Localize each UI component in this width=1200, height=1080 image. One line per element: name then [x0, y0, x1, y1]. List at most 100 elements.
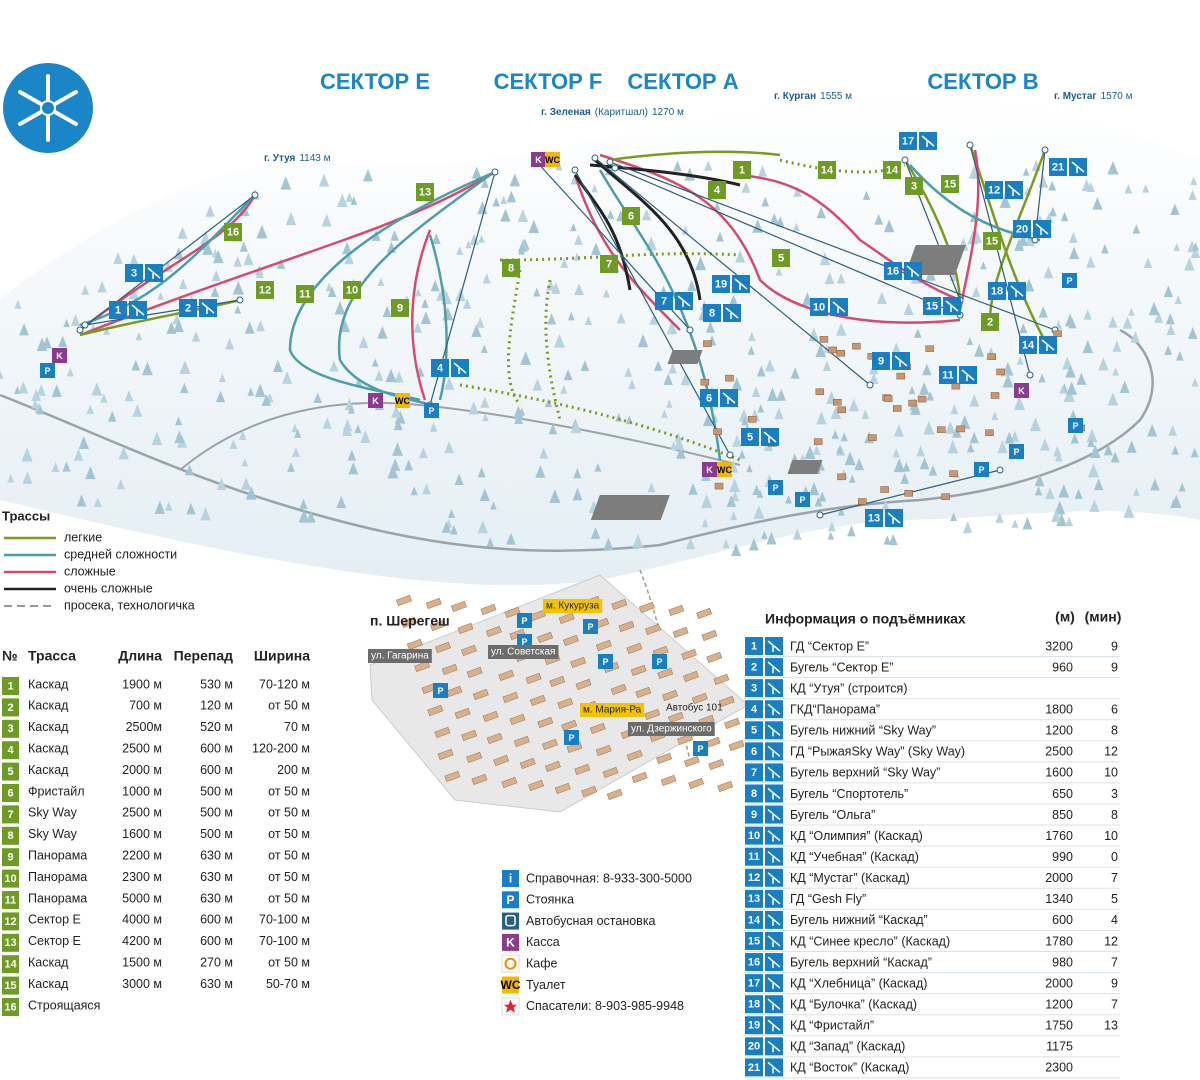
tree [1060, 211, 1069, 222]
lift-name: Бугель “Спортотель” [790, 787, 908, 801]
tree [560, 384, 568, 394]
trail [988, 149, 1047, 321]
tree [298, 509, 310, 523]
table-cell: 630 м [200, 870, 233, 884]
number-box [865, 509, 883, 527]
service-icon [702, 462, 717, 477]
number-label: 2 [185, 302, 191, 314]
tree [926, 391, 934, 401]
tree [1150, 478, 1160, 491]
lift-time: 9 [1111, 660, 1118, 674]
number-box [981, 313, 999, 331]
tree [241, 477, 252, 490]
table-cell: 70 м [284, 720, 310, 734]
number-box [431, 359, 449, 377]
table-cell: 2500м [126, 720, 162, 734]
tree [1168, 425, 1177, 436]
tree [1019, 323, 1028, 334]
tree [178, 278, 188, 290]
number-label: 13 [868, 512, 880, 524]
number-box [109, 301, 127, 319]
lift-station [606, 158, 614, 166]
tree [893, 424, 904, 437]
tree [616, 312, 626, 324]
house [718, 695, 735, 707]
tree [892, 448, 900, 458]
lift-glyph [1041, 339, 1055, 351]
lift-glyph [921, 135, 935, 147]
table-cell: 530 м [200, 677, 233, 691]
house [696, 607, 713, 619]
tree [1132, 224, 1141, 234]
tree [1191, 377, 1199, 387]
lift-length: 1750 [1045, 1019, 1073, 1033]
service-icon [768, 480, 783, 495]
tree [63, 318, 70, 328]
tree [731, 377, 743, 391]
table-cell: 70-100 м [259, 934, 310, 948]
tree [210, 286, 220, 297]
service-icon [368, 393, 383, 408]
tree [285, 211, 297, 226]
number-label: 16 [748, 956, 760, 968]
tree [276, 258, 286, 269]
lift-glyph [767, 998, 781, 1011]
tree [923, 420, 935, 435]
tree [377, 277, 385, 286]
tree [632, 533, 644, 548]
peak-height: 1270 м [652, 107, 684, 118]
service-icon [501, 954, 520, 973]
legend-label: средней сложности [64, 547, 177, 561]
number-label: 10 [346, 284, 358, 296]
house [472, 688, 489, 700]
tree [1089, 444, 1101, 458]
lift-time: 0 [1111, 850, 1118, 864]
house [657, 667, 674, 679]
tree [919, 382, 930, 395]
tree [329, 360, 339, 372]
number-label: 4 [714, 184, 721, 196]
lift-station [571, 166, 579, 174]
tree [741, 181, 751, 193]
tree [154, 500, 166, 514]
service-label: Стоянка [526, 893, 574, 907]
number-label: 4 [437, 362, 444, 374]
trail [594, 158, 702, 301]
service-icon [545, 152, 560, 167]
house [688, 777, 704, 789]
tree [738, 408, 750, 422]
tree [392, 442, 404, 456]
lift-name: КД “Учебная” (Каскад) [790, 850, 919, 864]
house [645, 623, 661, 635]
number-box [745, 637, 763, 655]
tree [822, 360, 832, 372]
tree [321, 213, 332, 227]
tree [229, 439, 238, 449]
number-box [745, 805, 763, 824]
tree [410, 486, 418, 496]
tree [91, 382, 103, 396]
house [683, 755, 700, 767]
tree [1048, 180, 1057, 191]
lift-name: КД “Фристайл” [790, 1019, 874, 1033]
table-cell: от 50 м [268, 784, 310, 798]
service-icon [795, 492, 810, 507]
tree [570, 222, 577, 232]
house [660, 774, 677, 786]
street-label-bg [543, 599, 603, 613]
number-label: 16 [887, 265, 899, 277]
tree [1174, 295, 1182, 304]
tree [354, 424, 362, 434]
house [589, 722, 606, 734]
cutting [459, 383, 741, 462]
service-icon-label: P [521, 637, 527, 647]
tree [306, 510, 316, 523]
service-icon [598, 654, 613, 669]
tree [1038, 373, 1046, 383]
tree [1034, 486, 1043, 496]
lift-glyph [767, 808, 781, 821]
tree [322, 417, 332, 429]
service-icon-label: P [1072, 421, 1078, 431]
lift-glyph [767, 1061, 781, 1074]
tree [908, 386, 916, 395]
